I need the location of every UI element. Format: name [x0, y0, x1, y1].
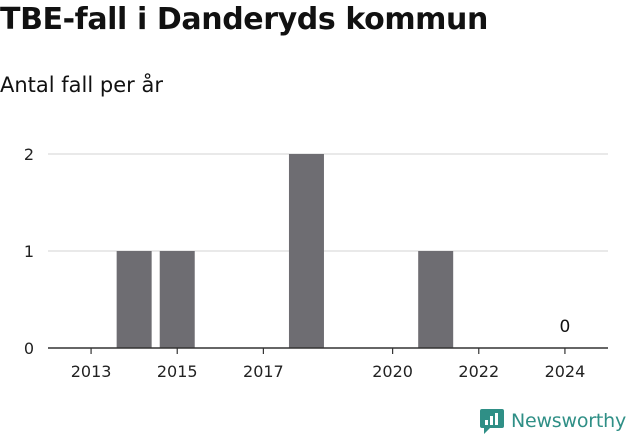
- chart-title: TBE-fall i Danderyds kommun: [0, 2, 488, 37]
- x-tick-label: 2020: [372, 362, 413, 381]
- newsworthy-logo-icon: [479, 409, 504, 434]
- bars: [116, 154, 454, 348]
- y-tick-label: 1: [24, 242, 34, 261]
- y-tick-label: 0: [24, 339, 34, 358]
- data-label-2024: 0: [560, 317, 571, 337]
- bar-2021: [418, 251, 454, 348]
- x-tick-label: 2024: [545, 362, 586, 381]
- labels: 0 1 2 2013 2015 2017 2020 2022 2024 0: [24, 145, 585, 381]
- newsworthy-brand: Newsworthy: [479, 407, 626, 435]
- y-tick-label: 2: [24, 145, 34, 164]
- x-tick-label: 2017: [243, 362, 284, 381]
- bar-2014: [116, 251, 152, 348]
- x-tick-label: 2015: [157, 362, 198, 381]
- brand-name: Newsworthy: [510, 410, 626, 432]
- gridlines: [48, 153, 608, 252]
- axes: [48, 347, 608, 354]
- x-tick-label: 2022: [458, 362, 499, 381]
- bar-2018: [288, 154, 324, 348]
- chart-subtitle: Antal fall per år: [0, 73, 163, 97]
- bar-chart: 0 1 2 2013 2015 2017 2020 2022 2024 0: [24, 145, 608, 381]
- bar-2015: [159, 251, 195, 348]
- x-tick-label: 2013: [71, 362, 112, 381]
